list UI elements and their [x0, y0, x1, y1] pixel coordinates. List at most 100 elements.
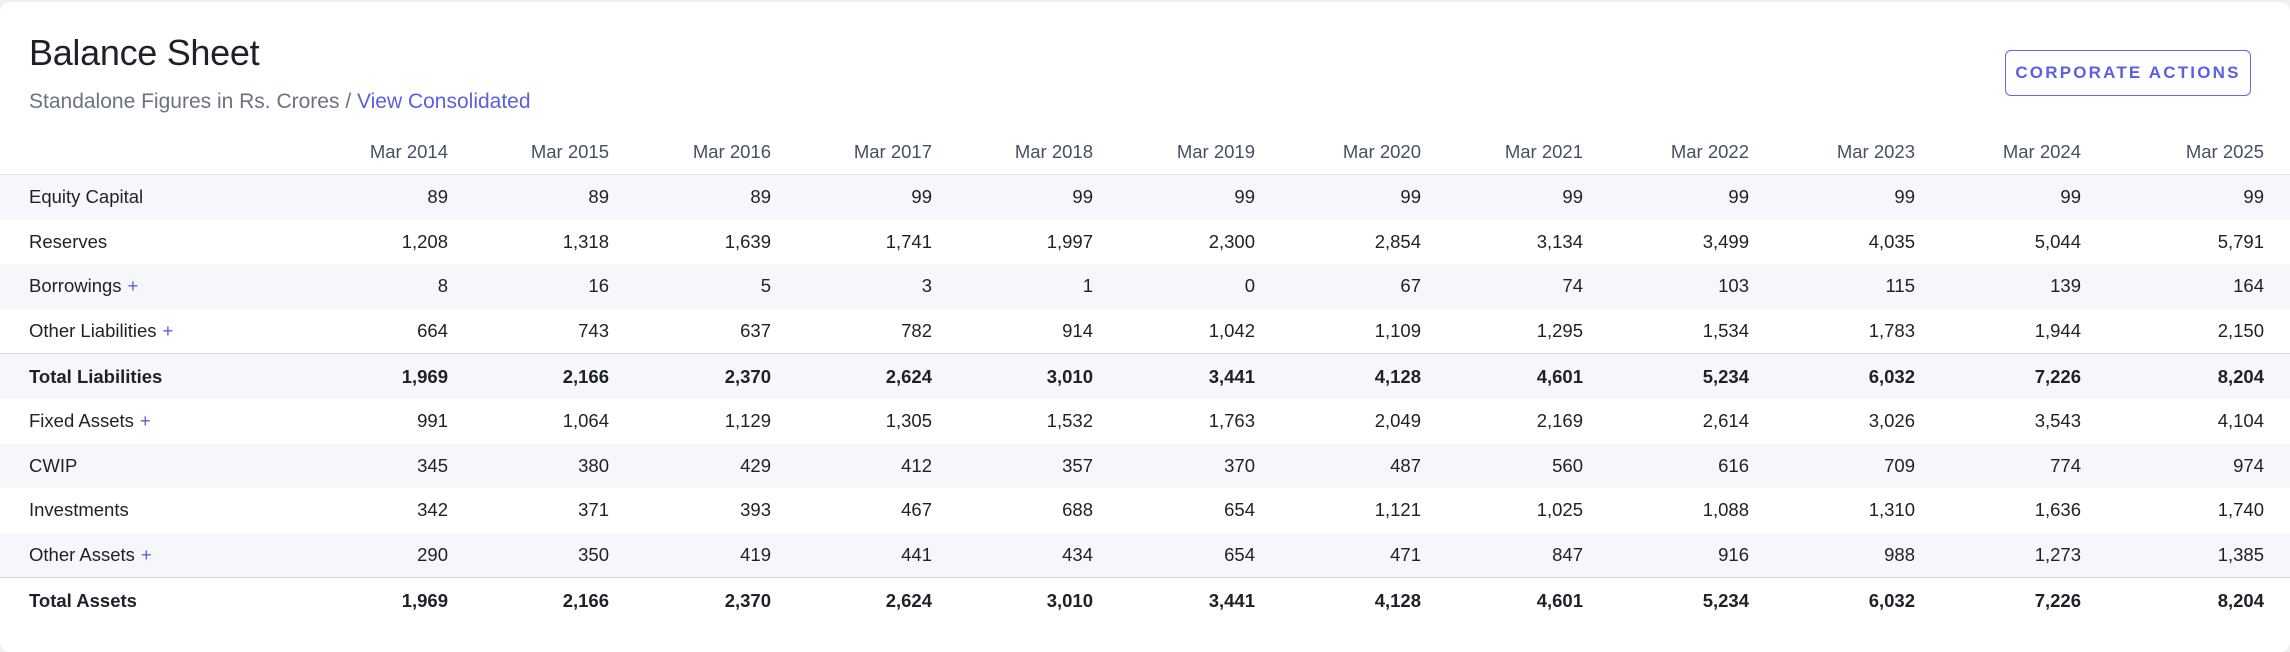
value-cell: 5: [609, 264, 771, 309]
value-cell: 412: [771, 443, 932, 489]
corporate-actions-button[interactable]: CORPORATE ACTIONS: [2005, 50, 2251, 96]
col-header: Mar 2023: [1836, 141, 1915, 162]
value-cell: 1,208: [282, 219, 448, 265]
value-cell: 1: [932, 264, 1093, 309]
value-cell: 164: [2081, 264, 2290, 309]
subtitle-prefix: Standalone Figures in Rs. Crores /: [29, 90, 357, 113]
value-cell: 371: [448, 488, 609, 533]
value-cell: 467: [771, 488, 932, 533]
expand-plus-icon[interactable]: +: [162, 320, 174, 342]
row-label-cell: Total Assets: [0, 577, 282, 623]
value-cell: 89: [282, 173, 448, 220]
row-label-cell: Equity Capital: [0, 173, 282, 220]
value-cell: 637: [609, 308, 771, 354]
expand-plus-icon[interactable]: +: [139, 410, 151, 432]
col-header: Mar 2019: [1176, 141, 1255, 162]
row-label: Reserves: [29, 230, 108, 252]
value-cell: 6,032: [1749, 577, 1915, 623]
row-label: Total Liabilities: [29, 365, 163, 387]
value-cell: 1,305: [771, 398, 932, 444]
value-cell: 2,300: [1093, 219, 1255, 265]
row-label: Other Assets: [29, 544, 135, 566]
row-label-cell: Total Liabilities: [0, 353, 282, 399]
value-cell: 1,740: [2081, 488, 2290, 533]
table-row[interactable]: Other Assets +290 350 419 441 434 654 471 847 916…: [0, 532, 2290, 578]
col-header: Mar 2021: [1504, 141, 1583, 162]
row-label-cell[interactable]: Borrowings +: [0, 264, 282, 309]
value-cell: 290: [282, 532, 448, 578]
value-cell: 89: [448, 173, 609, 220]
value-cell: 1,129: [609, 398, 771, 444]
value-cell: 5,234: [1583, 577, 1749, 623]
value-cell: 2,614: [1583, 398, 1749, 444]
value-cell: 99: [1583, 173, 1749, 220]
table-row: Equity Capital 89 89 89 99 99 99 99 99 99 99 99 99: [0, 173, 2290, 220]
value-cell: 1,385: [2081, 532, 2290, 578]
row-label-cell[interactable]: Other Liabilities +: [0, 308, 282, 354]
page-title: Balance Sheet: [29, 32, 260, 73]
value-cell: 560: [1421, 443, 1583, 489]
value-cell: 357: [932, 443, 1093, 489]
row-label-cell[interactable]: Fixed Assets +: [0, 398, 282, 444]
value-cell: 1,295: [1421, 308, 1583, 354]
expand-plus-icon[interactable]: +: [127, 275, 139, 297]
value-cell: 5,234: [1583, 353, 1749, 399]
table-row[interactable]: Other Liabilities +664 743 637 782 914 1,042 1,…: [0, 308, 2290, 354]
value-cell: 743: [448, 308, 609, 354]
value-cell: 4,035: [1749, 219, 1915, 265]
value-cell: 1,636: [1915, 488, 2081, 533]
expand-plus-icon[interactable]: +: [140, 544, 152, 566]
table-row[interactable]: Borrowings +8 16 5 3 1 0 67 74 103 115 139 164: [0, 264, 2290, 309]
value-cell: 99: [1915, 173, 2081, 220]
value-cell: 434: [932, 532, 1093, 578]
value-cell: 709: [1749, 443, 1915, 489]
value-cell: 8: [282, 264, 448, 309]
table-row: Total Assets 1,969 2,166 2,370 2,624 3,010 3,4…: [0, 577, 2290, 623]
value-cell: 0: [1093, 264, 1255, 309]
value-cell: 1,969: [282, 353, 448, 399]
row-label: Equity Capital: [29, 186, 144, 208]
col-header: Mar 2016: [692, 141, 771, 162]
subtitle: Standalone Figures in Rs. Crores / View …: [29, 90, 531, 114]
value-cell: 393: [609, 488, 771, 533]
col-header: Mar 2024: [2002, 141, 2081, 162]
row-label-cell[interactable]: Other Assets +: [0, 532, 282, 578]
value-cell: 3,134: [1421, 219, 1583, 265]
value-cell: 1,088: [1583, 488, 1749, 533]
col-header: Mar 2025: [2185, 141, 2264, 162]
value-cell: 2,854: [1255, 219, 1421, 265]
header-row: Mar 2014 Mar 2015 Mar 2016 Mar 2017 Mar …: [0, 130, 2290, 175]
value-cell: 1,042: [1093, 308, 1255, 354]
table-row[interactable]: Fixed Assets +991 1,064 1,129 1,305 1,532 1,76…: [0, 398, 2290, 444]
value-cell: 6,032: [1749, 353, 1915, 399]
value-cell: 3: [771, 264, 932, 309]
value-cell: 380: [448, 443, 609, 489]
value-cell: 99: [1093, 173, 1255, 220]
value-cell: 5,791: [2081, 219, 2290, 265]
row-label-cell: CWIP: [0, 443, 282, 489]
value-cell: 3,010: [932, 353, 1093, 399]
value-cell: 2,049: [1255, 398, 1421, 444]
view-consolidated-link[interactable]: View Consolidated: [356, 90, 531, 113]
value-cell: 99: [1255, 173, 1421, 220]
value-cell: 5,044: [1915, 219, 2081, 265]
value-cell: 8,204: [2081, 577, 2290, 623]
value-cell: 99: [2081, 173, 2290, 220]
value-cell: 3,499: [1583, 219, 1749, 265]
value-cell: 471: [1255, 532, 1421, 578]
value-cell: 616: [1583, 443, 1749, 489]
value-cell: 916: [1583, 532, 1749, 578]
value-cell: 1,025: [1421, 488, 1583, 533]
value-cell: 3,026: [1749, 398, 1915, 444]
value-cell: 8,204: [2081, 353, 2290, 399]
row-label: Fixed Assets: [29, 410, 134, 432]
value-cell: 1,121: [1255, 488, 1421, 533]
balance-sheet-table: Mar 2014 Mar 2015 Mar 2016 Mar 2017 Mar …: [0, 130, 2290, 623]
table-body: Equity Capital 89 89 89 99 99 99 99 99 99 99 99 99 Re…: [0, 173, 2290, 623]
table-row: Investments 342 371 393 467 688 654 1,121 1,025 1…: [0, 488, 2290, 533]
row-label-cell: Reserves: [0, 219, 282, 265]
value-cell: 1,273: [1915, 532, 2081, 578]
value-cell: 2,150: [2081, 308, 2290, 354]
value-cell: 7,226: [1915, 577, 2081, 623]
value-cell: 89: [609, 173, 771, 220]
